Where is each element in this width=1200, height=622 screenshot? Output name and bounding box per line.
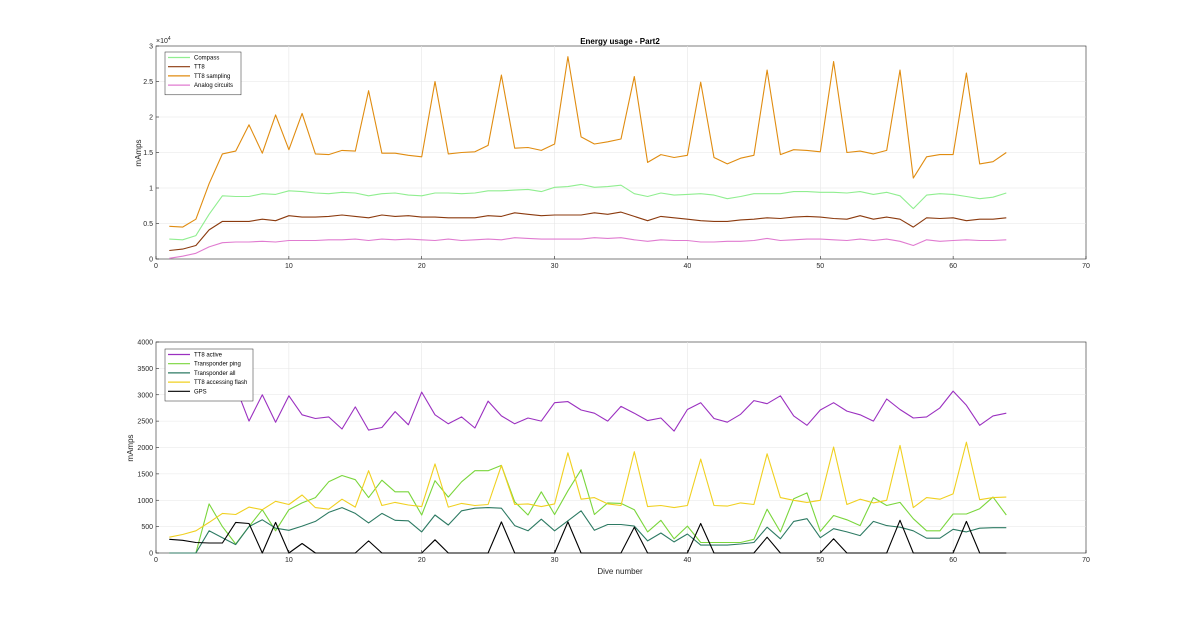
bottom-y-tick-label: 2000: [137, 445, 153, 452]
bottom-y-tick-label: 500: [141, 524, 153, 531]
bottom-legend-label: Transponder all: [194, 371, 235, 377]
top-series-line-compass: [169, 183, 1007, 241]
top-legend-label: Compass: [194, 56, 219, 62]
top-legend-label: TT8 sampling: [194, 74, 230, 80]
bottom-legend-label: GPS: [194, 389, 207, 395]
bottom-series-line-tt8-accessing-flash: [169, 441, 1007, 538]
bottom-legend-box: [164, 348, 254, 402]
bottom-x-ticks: 0 10 20 30 40 50 60 70: [154, 550, 1090, 564]
top-y-tick-label: 0: [149, 257, 153, 264]
bottom-y-tick-label: 1000: [137, 498, 153, 505]
top-x-tick-label: 20: [418, 263, 426, 270]
top-legend: Compass TT8 TT8 sampling Analog circuits: [164, 51, 242, 96]
bottom-x-tick-label: 60: [949, 557, 957, 564]
bottom-x-tick-label: 40: [684, 557, 692, 564]
bottom-x-tick-label: 0: [154, 557, 158, 564]
bottom-y-tick-label: 2500: [137, 419, 153, 426]
top-x-tick-label: 40: [684, 263, 692, 270]
top-y-axis-label: mAmps: [134, 139, 143, 166]
top-y-tick-label: 2: [149, 115, 153, 122]
top-x-ticks: 0 10 20 30 40 50 60 70: [154, 256, 1090, 270]
top-y-tick-label: 1.5: [143, 150, 153, 157]
top-x-tick-label: 60: [949, 263, 957, 270]
top-y-ticks: 0 0.5 1 1.5 2 2.5 3: [143, 44, 159, 264]
top-y-tick-label: 2.5: [143, 79, 153, 86]
bottom-y-axis-label: mAmps: [126, 434, 135, 461]
bottom-x-tick-label: 70: [1082, 557, 1090, 564]
top-series-line-tt8-sampling: [169, 56, 1007, 228]
bottom-series-lines: [169, 375, 1007, 554]
bottom-y-tick-label: 1500: [137, 471, 153, 478]
top-series-line-tt8: [169, 211, 1007, 252]
top-y-tick-label: 1: [149, 186, 153, 193]
top-x-tick-label: 30: [551, 263, 559, 270]
bottom-legend: TT8 active Transponder ping Transponder al…: [164, 348, 254, 402]
bottom-series-line-transponder-all: [169, 507, 1007, 554]
bottom-y-tick-label: 4000: [137, 340, 153, 347]
top-y-tick-label: 3: [149, 44, 153, 51]
top-chart-title: Energy usage - Part2: [580, 37, 660, 46]
top-axes: 0 10 20 30 40 50 60 70 0 0.5 1 1.5 2 2.5 3 Energy usa…: [134, 36, 1090, 270]
bottom-y-tick-label: 0: [149, 551, 153, 558]
top-grid: [156, 46, 1086, 259]
top-x-tick-label: 70: [1082, 263, 1090, 270]
bottom-y-tick-label: 3000: [137, 392, 153, 399]
bottom-legend-label: Transponder ping: [194, 362, 241, 368]
bottom-y-tick-label: 3500: [137, 366, 153, 373]
top-x-tick-label: 0: [154, 263, 158, 270]
bottom-series-line-transponder-ping: [169, 464, 1007, 554]
bottom-y-ticks: 0 500 1000 1500 2000 2500 3000 3500 4000: [137, 340, 159, 558]
bottom-x-tick-label: 10: [285, 557, 293, 564]
bottom-series-line-gps: [169, 519, 1007, 554]
bottom-axes: 0 10 20 30 40 50 60 70 0 500 1000 1500 2000 2500 3000…: [126, 340, 1090, 577]
top-legend-label: TT8: [194, 65, 205, 71]
top-x-tick-label: 50: [816, 263, 824, 270]
bottom-legend-label: TT8 active: [194, 353, 223, 359]
top-legend-label: Analog circuits: [194, 83, 233, 89]
bottom-x-axis-label: Dive number: [597, 567, 643, 576]
bottom-x-tick-label: 30: [551, 557, 559, 564]
bottom-x-tick-label: 50: [816, 557, 824, 564]
top-legend-box: [164, 51, 242, 96]
top-y-tick-label: 0.5: [143, 221, 153, 228]
top-series-line-analog-circuits: [169, 237, 1007, 259]
top-x-tick-label: 10: [285, 263, 293, 270]
top-series-lines: [169, 56, 1007, 259]
bottom-legend-label: TT8 accessing flash: [194, 380, 247, 386]
bottom-series-line-tt8-active: [169, 375, 1007, 432]
bottom-grid: [156, 342, 1086, 553]
bottom-x-tick-label: 20: [418, 557, 426, 564]
top-y-exponent: ×104: [156, 36, 171, 45]
